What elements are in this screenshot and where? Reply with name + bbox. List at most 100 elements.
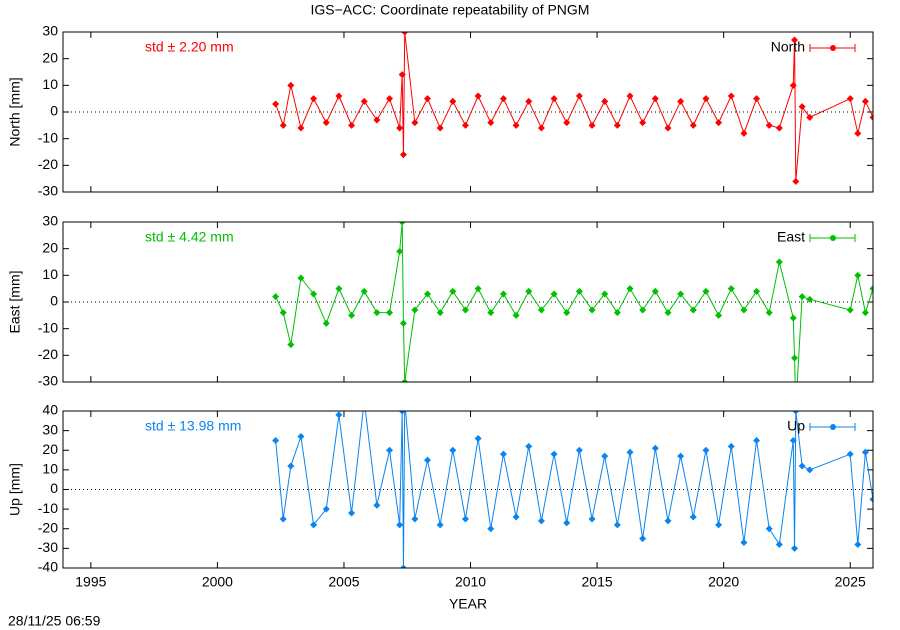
marker [272,436,280,444]
marker [436,124,444,132]
y-tick-label: -10 [38,319,58,335]
plot-frame [62,410,874,569]
marker [846,95,854,103]
marker [806,295,814,303]
marker [702,446,710,454]
marker [335,411,343,419]
marker [789,81,797,89]
marker [789,436,797,444]
y-axis-label: North [mm] [7,77,23,146]
marker [789,314,797,322]
marker [798,293,806,301]
marker [727,285,735,293]
marker [386,446,394,454]
y-tick-label: -40 [38,559,58,575]
y-tick-label: 40 [42,402,58,418]
marker [487,525,495,533]
y-tick-label: 10 [42,266,58,282]
line [275,32,873,182]
marker [398,411,406,415]
marker [322,505,330,513]
marker [525,442,533,450]
marker [677,452,685,460]
marker [310,290,318,298]
x-tick-label: 2010 [455,574,486,590]
y-tick-label: 0 [50,103,58,119]
marker [613,521,621,529]
marker [373,116,381,124]
marker [765,121,773,129]
marker [861,309,869,317]
marker [664,517,672,525]
chart-title: IGS−ACC: Coordinate repeatability of PNG… [311,2,590,18]
marker [386,309,394,317]
marker [525,287,533,295]
marker [626,285,634,293]
series [272,222,873,382]
marker [613,309,621,317]
marker [702,287,710,295]
marker [411,306,419,314]
marker [639,119,647,127]
y-axis-label: Up [mm] [7,463,23,516]
y-tick-label: 30 [42,23,58,39]
x-axis-label: YEAR [449,596,487,612]
marker [639,306,647,314]
marker [287,462,295,470]
marker [399,564,407,568]
marker [512,513,520,521]
marker [399,319,407,327]
marker [348,311,356,319]
line [275,222,873,382]
y-tick-label: 0 [50,480,58,496]
y-tick-label: 20 [42,239,58,255]
marker [727,442,735,450]
marker [474,92,482,100]
marker [348,121,356,129]
marker [563,309,571,317]
marker [689,121,697,129]
marker [639,535,647,543]
marker [791,544,799,552]
marker [792,411,800,415]
x-tick-label: 2020 [708,574,739,590]
marker [411,515,419,523]
marker [689,513,697,521]
legend-label: East [777,229,805,245]
marker [715,311,723,319]
marker [360,287,368,295]
series [272,32,873,185]
legend-marker [830,45,836,51]
marker [753,436,761,444]
marker [664,124,672,132]
marker [775,124,783,132]
marker [310,95,318,103]
marker [399,151,407,159]
marker [537,306,545,314]
marker [613,121,621,129]
marker [373,309,381,317]
marker [792,177,800,185]
marker [753,287,761,295]
marker [537,517,545,525]
marker [677,290,685,298]
marker [791,36,799,44]
marker [765,309,773,317]
marker [854,271,862,279]
marker [765,525,773,533]
y-tick-label: -30 [38,373,58,389]
marker [361,398,368,405]
marker [753,95,761,103]
series [272,398,873,568]
legend-marker [830,235,836,241]
marker [487,119,495,127]
annotation: std ± 13.98 mm [145,418,241,434]
marker [575,446,583,454]
marker [424,290,431,298]
marker [775,540,783,548]
x-tick-label: 1995 [75,574,106,590]
marker [775,258,783,266]
y-tick-label: -20 [38,519,58,535]
marker [798,462,806,470]
marker [601,97,609,105]
